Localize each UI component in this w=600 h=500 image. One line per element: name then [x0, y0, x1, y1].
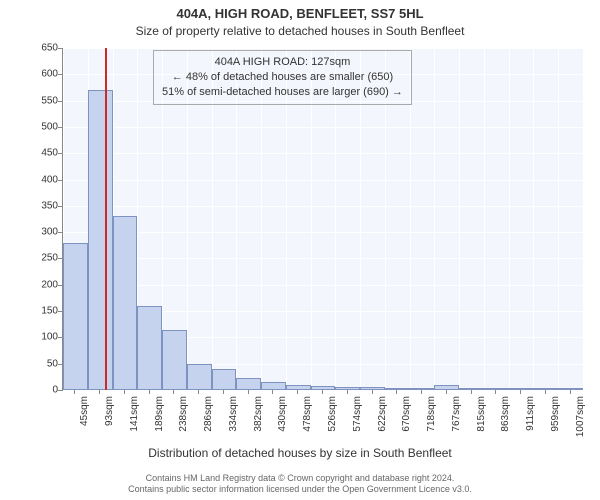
chart-title: 404A, HIGH ROAD, BENFLEET, SS7 5HL [0, 6, 600, 21]
histogram-bar [360, 387, 385, 390]
x-tick-label: 93sqm [104, 396, 115, 426]
x-tick-label: 526sqm [327, 396, 338, 432]
histogram-bar [558, 388, 583, 390]
x-tick-label: 574sqm [352, 396, 363, 432]
grid-line-v [484, 48, 485, 390]
x-tick-mark [149, 390, 150, 394]
x-tick-label: 45sqm [79, 396, 90, 426]
grid-line-h [63, 206, 583, 207]
x-tick-mark [223, 390, 224, 394]
y-tick-label: 50 [28, 358, 58, 369]
x-tick-mark [248, 390, 249, 394]
footer-attribution: Contains HM Land Registry data © Crown c… [0, 473, 600, 496]
x-tick-label: 1007sqm [575, 396, 586, 437]
grid-line-h [63, 127, 583, 128]
histogram-bar [63, 243, 88, 390]
grid-line-h [63, 258, 583, 259]
x-tick-label: 430sqm [277, 396, 288, 432]
histogram-bar [236, 378, 261, 390]
histogram-bar [88, 90, 113, 390]
x-tick-mark [173, 390, 174, 394]
x-tick-label: 863sqm [500, 396, 511, 432]
x-axis-label: Distribution of detached houses by size … [0, 446, 600, 460]
x-tick-mark [495, 390, 496, 394]
histogram-bar [459, 388, 484, 390]
grid-line-v [434, 48, 435, 390]
y-tick-label: 150 [28, 306, 58, 317]
x-tick-label: 911sqm [525, 396, 536, 431]
y-tick-label: 0 [28, 385, 58, 396]
y-tick-label: 200 [28, 279, 58, 290]
y-tick-label: 650 [28, 43, 58, 54]
annotation-line-3: 51% of semi-detached houses are larger (… [162, 85, 403, 100]
y-tick-label: 350 [28, 200, 58, 211]
x-tick-label: 382sqm [253, 396, 264, 432]
grid-line-v [509, 48, 510, 390]
x-tick-mark [297, 390, 298, 394]
x-tick-label: 334sqm [228, 396, 239, 432]
histogram-bar [113, 216, 138, 390]
x-tick-label: 959sqm [550, 396, 561, 432]
x-tick-label: 141sqm [129, 396, 140, 432]
x-tick-label: 189sqm [154, 396, 165, 432]
y-tick-label: 300 [28, 227, 58, 238]
grid-line-v [558, 48, 559, 390]
x-tick-label: 622sqm [377, 396, 388, 432]
x-tick-mark [570, 390, 571, 394]
grid-line-h [63, 232, 583, 233]
histogram-bar [187, 364, 212, 390]
x-tick-mark [99, 390, 100, 394]
grid-line-h [63, 48, 583, 49]
x-tick-label: 286sqm [203, 396, 214, 432]
histogram-bar [162, 330, 187, 391]
annotation-line-2: ← 48% of detached houses are smaller (65… [162, 70, 403, 85]
x-tick-mark [198, 390, 199, 394]
grid-line-h [63, 180, 583, 181]
x-tick-mark [272, 390, 273, 394]
grid-line-h [63, 390, 583, 391]
grid-line-v [459, 48, 460, 390]
histogram-bar [434, 385, 459, 390]
y-tick-label: 600 [28, 69, 58, 80]
grid-line-h [63, 153, 583, 154]
y-tick-label: 400 [28, 174, 58, 185]
x-tick-label: 238sqm [178, 396, 189, 432]
x-tick-label: 670sqm [401, 396, 412, 432]
y-tick-label: 250 [28, 253, 58, 264]
footer-line-2: Contains public sector information licen… [0, 484, 600, 496]
plot-area: 404A HIGH ROAD: 127sqm ← 48% of detached… [62, 48, 583, 391]
x-tick-label: 815sqm [476, 396, 487, 432]
x-tick-mark [347, 390, 348, 394]
footer-line-1: Contains HM Land Registry data © Crown c… [0, 473, 600, 485]
grid-line-h [63, 285, 583, 286]
x-tick-mark [74, 390, 75, 394]
histogram-bar [533, 388, 558, 390]
x-tick-label: 718sqm [426, 396, 437, 432]
x-tick-mark [471, 390, 472, 394]
histogram-bar [335, 387, 360, 390]
x-tick-label: 767sqm [451, 396, 462, 432]
grid-line-v [533, 48, 534, 390]
histogram-bar [137, 306, 162, 390]
x-tick-mark [322, 390, 323, 394]
property-size-chart: 404A, HIGH ROAD, BENFLEET, SS7 5HL Size … [0, 0, 600, 500]
y-tick-label: 500 [28, 121, 58, 132]
x-tick-mark [446, 390, 447, 394]
x-tick-mark [372, 390, 373, 394]
histogram-bar [261, 382, 286, 390]
property-marker-line [105, 48, 107, 390]
x-tick-mark [520, 390, 521, 394]
x-tick-mark [396, 390, 397, 394]
x-tick-mark [545, 390, 546, 394]
x-tick-mark [421, 390, 422, 394]
chart-subtitle: Size of property relative to detached ho… [0, 24, 600, 38]
y-tick-label: 100 [28, 332, 58, 343]
x-tick-mark [124, 390, 125, 394]
annotation-line-1: 404A HIGH ROAD: 127sqm [162, 55, 403, 70]
x-tick-label: 478sqm [302, 396, 313, 432]
annotation-box: 404A HIGH ROAD: 127sqm ← 48% of detached… [153, 50, 412, 105]
histogram-bar [212, 369, 237, 390]
y-tick-label: 550 [28, 95, 58, 106]
y-tick-label: 450 [28, 148, 58, 159]
